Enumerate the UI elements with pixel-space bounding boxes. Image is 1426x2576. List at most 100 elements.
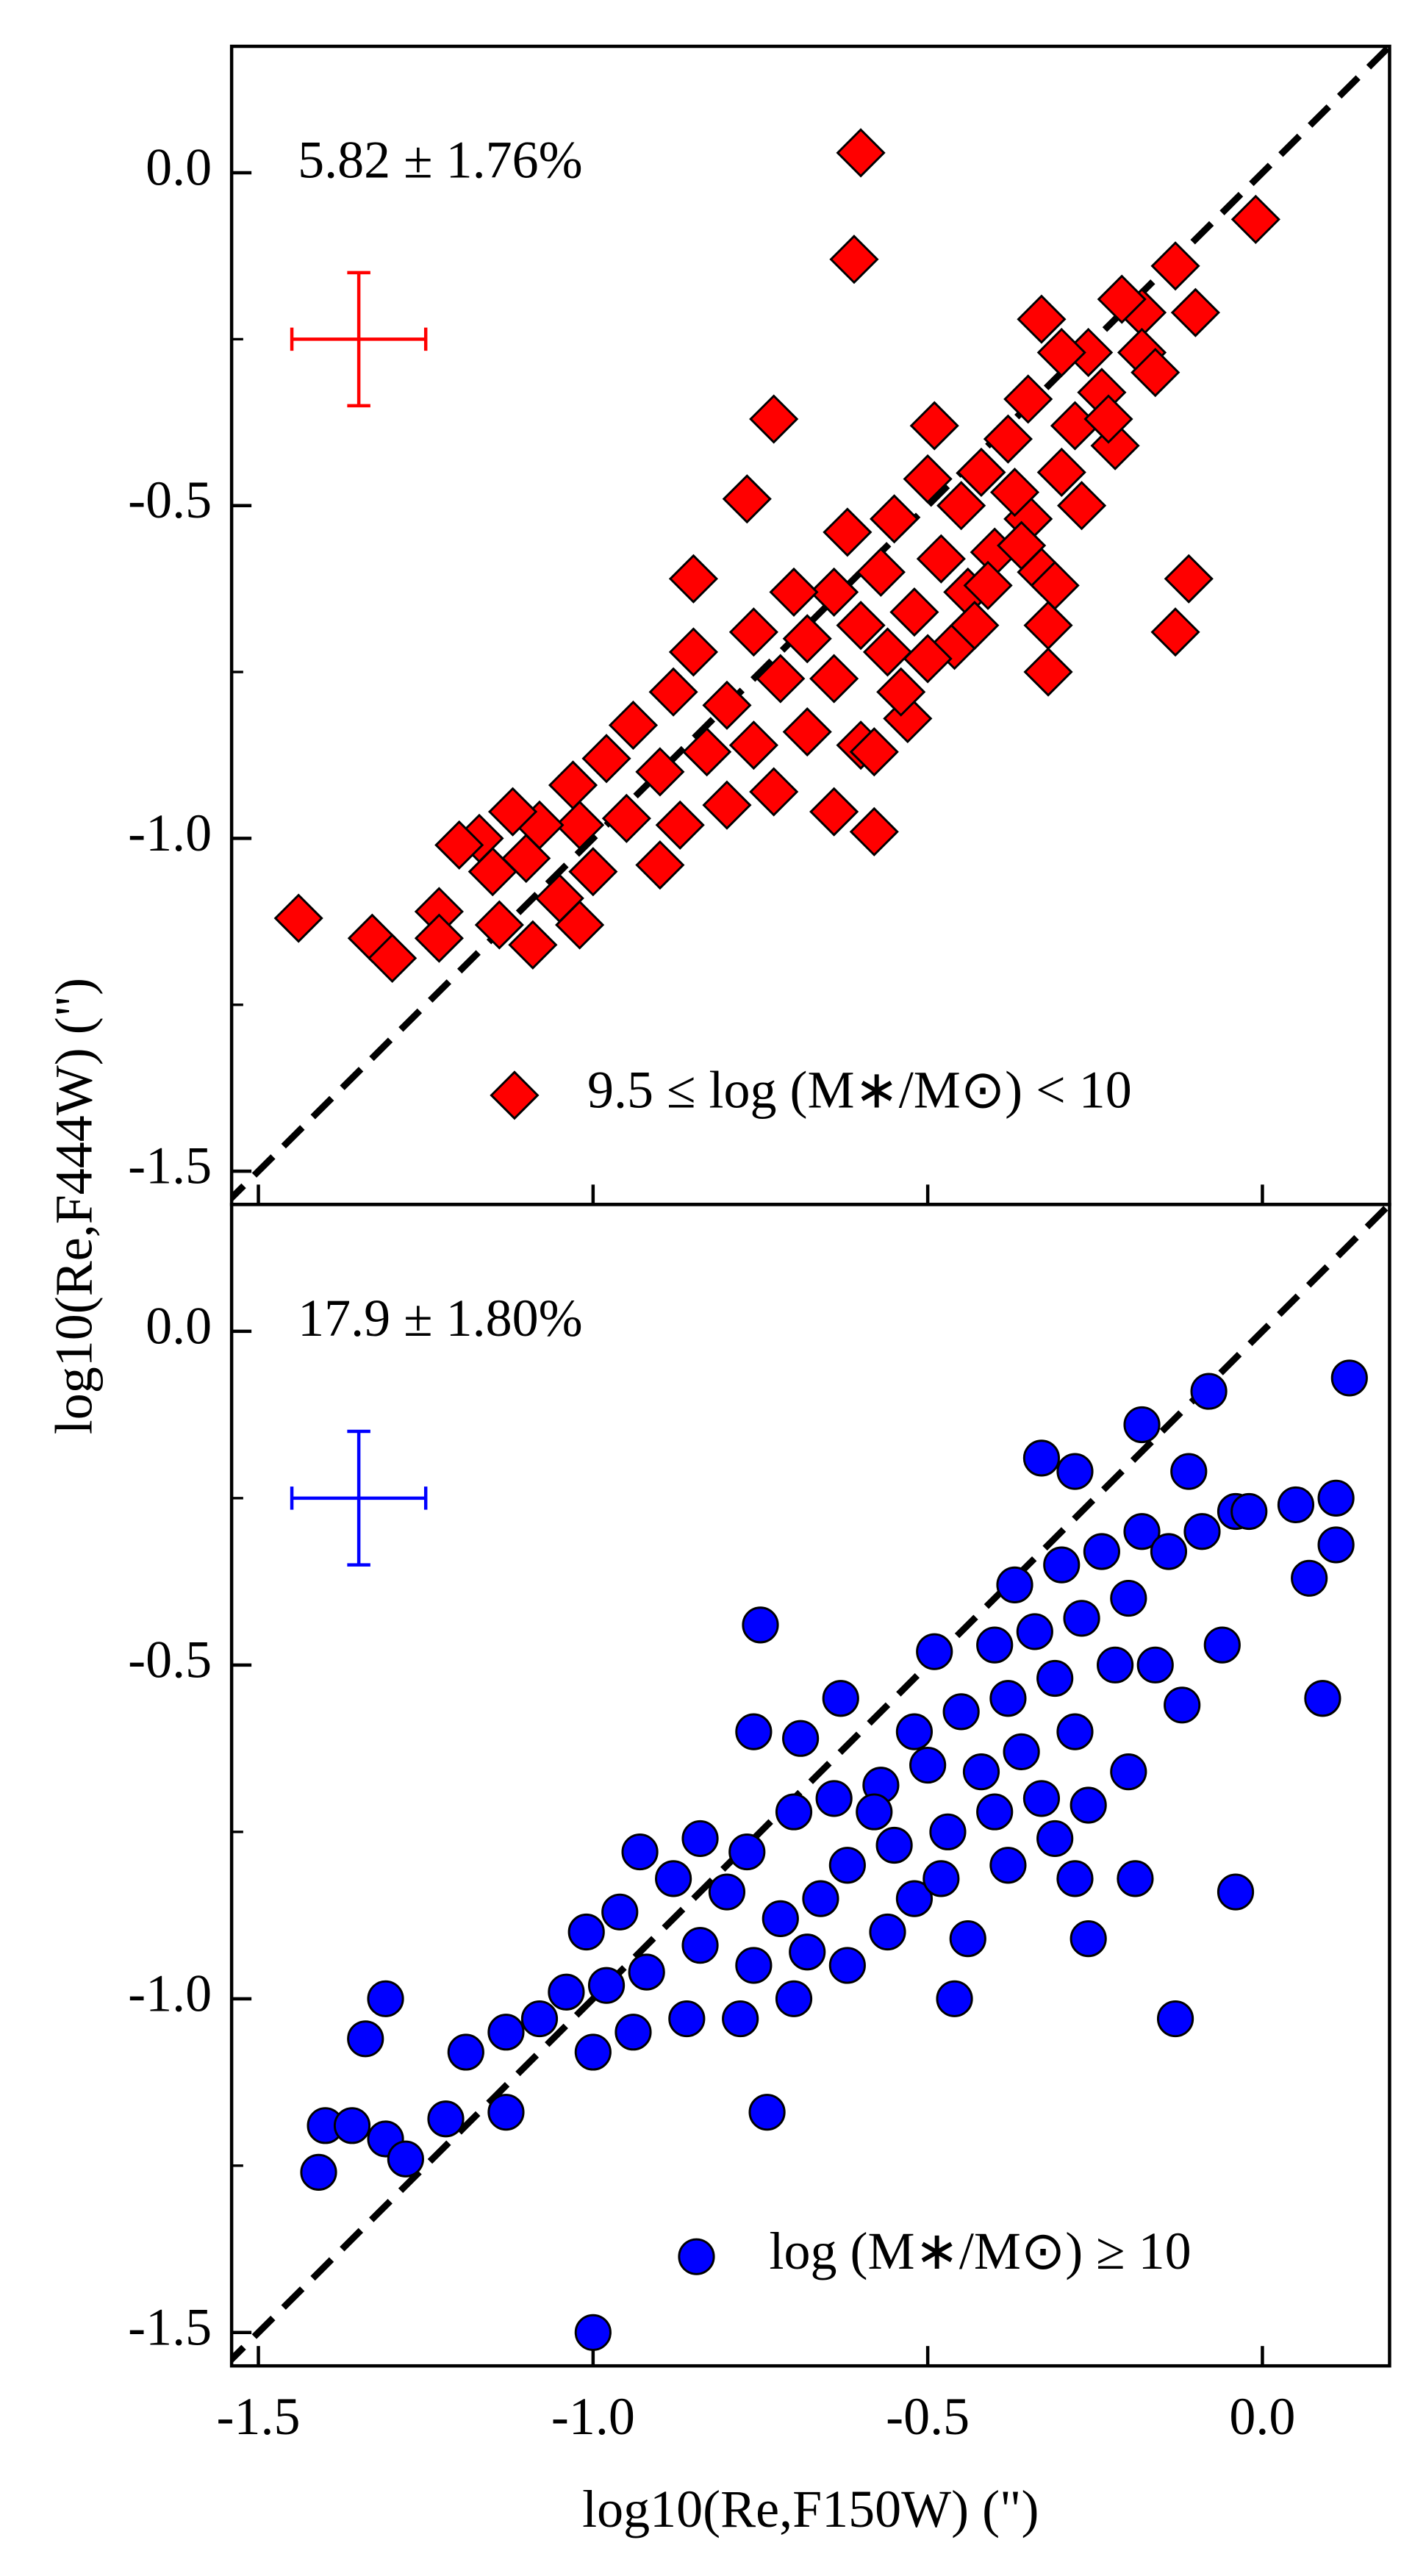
point [1164, 554, 1214, 604]
point [828, 1847, 866, 1884]
point [1003, 374, 1053, 424]
point [434, 820, 484, 870]
point [520, 2000, 559, 2038]
point [1036, 1820, 1074, 1857]
legend-label: log (M∗/M⊙) ≥ 10 [770, 2222, 1192, 2280]
point [635, 747, 685, 797]
point [1170, 1453, 1208, 1490]
point [608, 700, 659, 751]
point [601, 793, 651, 843]
point [635, 840, 685, 890]
point [942, 1693, 980, 1731]
point [963, 560, 1013, 610]
point [735, 1713, 773, 1750]
point [782, 1720, 820, 1757]
point [909, 1746, 947, 1784]
point [728, 1833, 766, 1871]
legend-marker [490, 1070, 540, 1120]
point [681, 1927, 719, 1964]
point [1083, 1533, 1120, 1570]
identity-line [232, 46, 1390, 1203]
point [668, 554, 718, 604]
point [555, 800, 605, 850]
point [487, 2014, 525, 2051]
point [997, 520, 1047, 570]
point [501, 833, 551, 884]
point [387, 2140, 424, 2178]
point [1136, 1646, 1174, 1684]
point [1016, 1613, 1053, 1650]
point [1131, 348, 1180, 398]
point [1083, 394, 1133, 444]
point [1110, 1753, 1147, 1791]
point [655, 800, 705, 850]
point [708, 1873, 746, 1911]
point [587, 1967, 626, 2004]
point [601, 1893, 639, 1931]
x-tick-label: -1.5 [217, 2387, 301, 2446]
point [728, 720, 778, 770]
point [368, 933, 418, 983]
point [1117, 1860, 1154, 1897]
point [1217, 1873, 1255, 1911]
point [333, 2107, 371, 2144]
point [815, 1780, 853, 1817]
point [749, 767, 799, 817]
point [1036, 1659, 1074, 1697]
x-tick-label: -1.0 [551, 2387, 635, 2446]
point [1070, 1786, 1107, 1824]
point [895, 1713, 934, 1750]
point [1170, 287, 1220, 337]
annotation: 17.9 ± 1.80% [298, 1289, 583, 1348]
point [1156, 2000, 1194, 2038]
point [802, 1880, 839, 1917]
point [989, 468, 1040, 518]
point [782, 706, 832, 757]
point [1330, 1359, 1368, 1397]
point [849, 806, 899, 856]
point [668, 2000, 706, 2038]
point [836, 601, 886, 651]
y-tick-label: -1.5 [128, 2297, 212, 2356]
point [1203, 1626, 1241, 1664]
point [474, 900, 524, 950]
y-tick-label: -0.5 [128, 471, 212, 529]
point [722, 474, 772, 524]
point [909, 401, 959, 451]
point [722, 2000, 759, 2038]
point [273, 893, 323, 943]
point [775, 1793, 813, 1831]
point [1317, 1526, 1355, 1564]
point [1097, 274, 1147, 324]
point [748, 2094, 786, 2131]
point [1090, 421, 1140, 471]
point [300, 2153, 337, 2191]
point [1123, 1406, 1161, 1444]
point [574, 2033, 612, 2071]
point [950, 601, 1000, 651]
point [742, 1606, 779, 1644]
point [1030, 560, 1080, 610]
axes-frame [229, 1203, 1391, 2368]
point [1056, 1453, 1094, 1490]
point [769, 567, 819, 617]
point [829, 235, 879, 285]
point [916, 534, 966, 584]
point [1304, 1680, 1341, 1717]
point [775, 1980, 813, 2017]
point [809, 567, 859, 617]
point [876, 667, 926, 717]
point [1022, 1439, 1061, 1477]
point [1056, 1860, 1094, 1897]
point [862, 627, 913, 677]
y-tick-label: -0.5 [128, 1630, 212, 1689]
point [347, 2020, 384, 2058]
point [1043, 1546, 1081, 1584]
legend-marker [678, 2238, 715, 2275]
point [555, 900, 605, 950]
y-tick-label: -1.0 [128, 1964, 212, 2022]
point [1070, 1920, 1107, 1958]
y-tick-label: -1.5 [128, 1137, 212, 1195]
point [702, 780, 752, 830]
y-axis-label: log10(Re,F444W) (") [45, 978, 104, 1434]
